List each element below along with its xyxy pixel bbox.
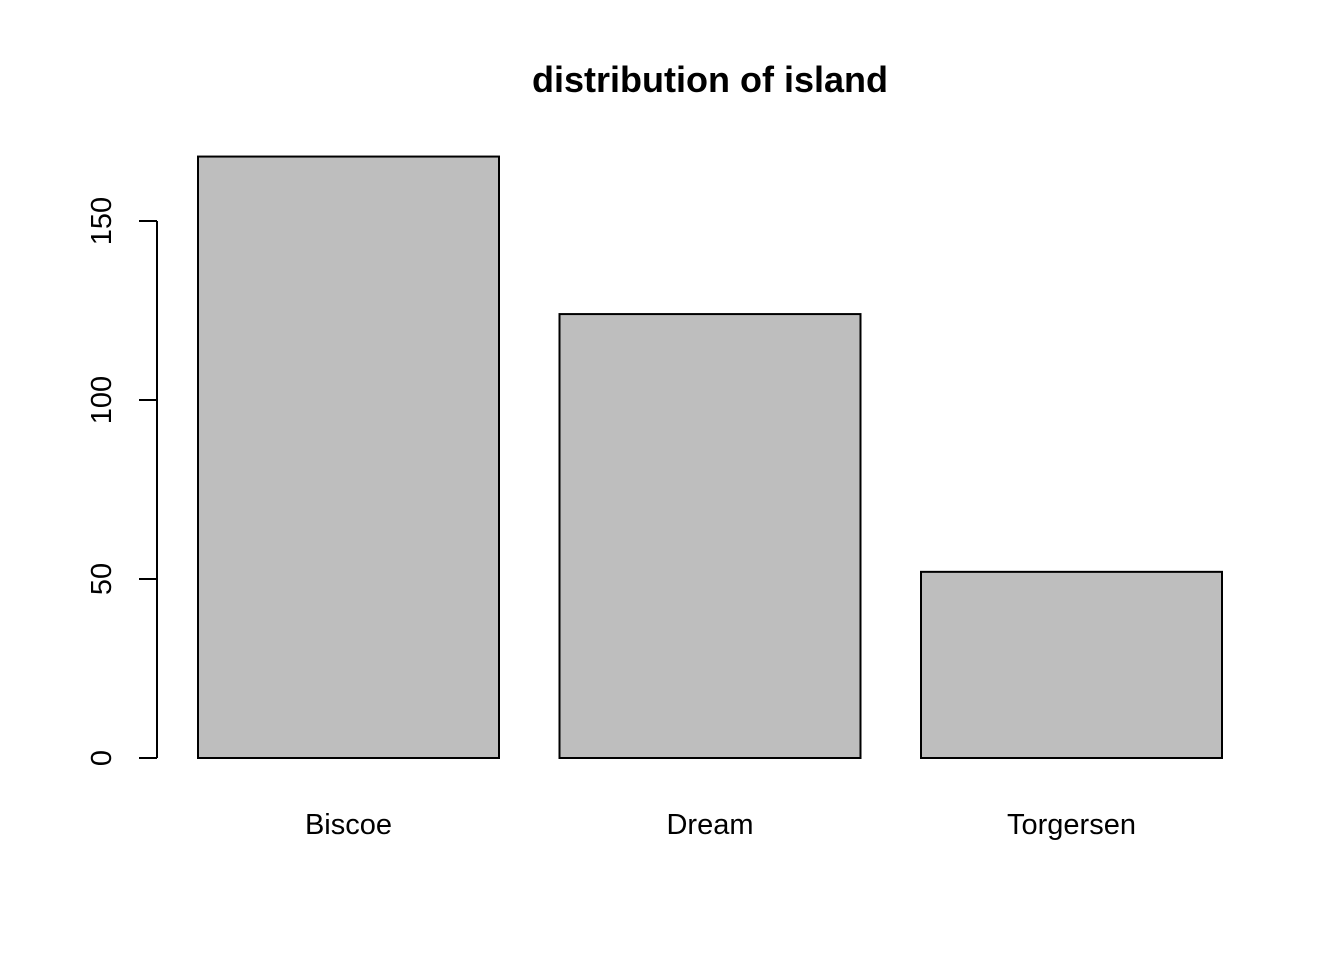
y-tick-label: 0 <box>86 750 118 766</box>
y-axis: 0 50 100 150 <box>86 197 158 766</box>
x-tick-label: Torgersen <box>1007 809 1136 841</box>
bar-biscoe <box>197 155 500 759</box>
x-axis-labels: Biscoe Dream Torgersen <box>305 809 1136 841</box>
y-tick-label: 50 <box>86 563 118 595</box>
bar-dream <box>558 313 862 759</box>
y-tick-label: 150 <box>86 197 118 245</box>
y-tick-label: 100 <box>86 376 118 424</box>
x-tick-label: Dream <box>666 809 753 841</box>
chart-title: distribution of island <box>532 59 888 100</box>
bar-torgersen <box>920 570 1223 760</box>
x-tick-label: Biscoe <box>305 809 392 841</box>
